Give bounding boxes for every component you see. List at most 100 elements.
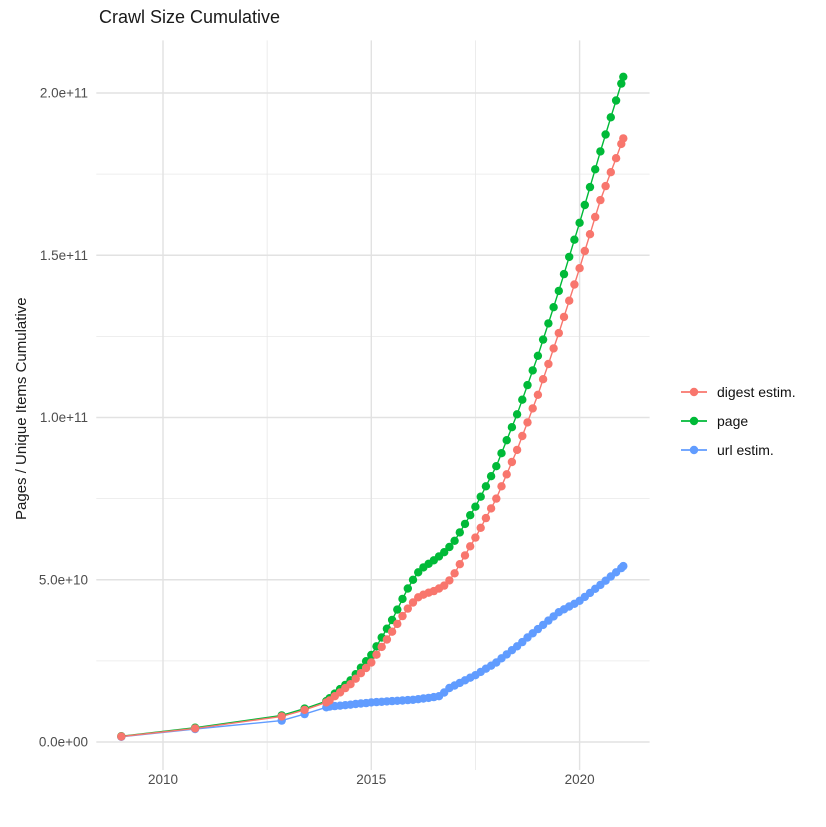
data-point xyxy=(351,674,360,683)
data-point xyxy=(361,663,371,673)
series-lines xyxy=(121,76,624,738)
data-point xyxy=(497,449,506,458)
data-point xyxy=(300,705,309,715)
data-point xyxy=(554,286,563,296)
x-axis-tick-labels: 2010 2015 2020 xyxy=(148,772,595,787)
data-point xyxy=(476,523,485,532)
x-tick-label: 2015 xyxy=(356,772,386,787)
data-point xyxy=(575,264,584,273)
data-point xyxy=(570,235,579,244)
data-point xyxy=(533,351,543,360)
data-point xyxy=(619,72,628,82)
data-point xyxy=(403,604,412,613)
data-point xyxy=(619,561,628,571)
x-tick-label: 2010 xyxy=(148,772,178,787)
data-point xyxy=(481,513,491,523)
data-point xyxy=(502,436,511,445)
data-point xyxy=(585,230,595,239)
gridlines-major xyxy=(96,40,650,770)
data-point xyxy=(619,134,628,143)
legend-label: digest estim. xyxy=(717,384,796,400)
data-point xyxy=(455,560,464,569)
data-point xyxy=(460,519,470,529)
y-tick-label: 2.0e+11 xyxy=(40,86,88,101)
series-point-group xyxy=(117,72,628,741)
data-point xyxy=(565,252,574,262)
legend-item: digest estim. xyxy=(681,384,796,400)
legend-key-point-icon xyxy=(689,445,699,455)
legend-label: url estim. xyxy=(717,442,774,458)
data-point xyxy=(382,635,392,644)
series-point-group xyxy=(117,561,628,741)
data-point xyxy=(549,303,558,312)
data-point xyxy=(596,147,605,156)
y-axis-title: Pages / Unique Items Cumulative xyxy=(13,297,30,520)
data-point xyxy=(377,642,386,652)
data-point xyxy=(466,511,475,520)
data-point xyxy=(507,457,517,467)
data-point xyxy=(611,96,621,105)
data-point xyxy=(367,658,376,667)
data-point xyxy=(476,492,485,501)
data-point xyxy=(398,611,407,621)
data-point xyxy=(591,212,600,222)
data-point xyxy=(440,548,449,557)
data-point xyxy=(445,576,454,585)
data-point xyxy=(554,328,563,338)
data-point xyxy=(387,627,397,636)
data-point xyxy=(460,551,470,560)
legend-key-point-icon xyxy=(689,387,699,397)
y-axis-tick-labels: 0.0e+00 5.0e+10 1.0e+11 1.5e+11 2.0e+11 xyxy=(39,86,88,750)
data-point xyxy=(518,431,527,441)
data-point xyxy=(528,366,537,375)
data-point xyxy=(408,575,418,584)
data-point xyxy=(502,470,511,479)
data-point xyxy=(606,168,615,177)
data-point xyxy=(538,375,548,384)
data-point xyxy=(570,280,579,289)
data-point xyxy=(544,359,553,369)
data-point xyxy=(559,312,569,322)
y-tick-label: 1.5e+11 xyxy=(40,248,88,263)
data-point xyxy=(580,246,589,256)
data-point xyxy=(512,410,522,419)
data-point xyxy=(486,504,496,513)
data-point xyxy=(346,680,355,689)
x-tick-label: 2020 xyxy=(565,772,595,787)
data-point xyxy=(512,445,522,455)
chart-title: Crawl Size Cumulative xyxy=(99,7,281,27)
series-points xyxy=(117,72,628,741)
data-point xyxy=(596,195,605,205)
data-point xyxy=(408,598,418,607)
data-point xyxy=(601,181,610,191)
data-point xyxy=(580,200,589,210)
data-point xyxy=(481,482,491,491)
data-point xyxy=(372,650,381,659)
data-point xyxy=(471,502,480,511)
data-point xyxy=(398,594,407,604)
data-point xyxy=(190,724,200,733)
legend-item: url estim. xyxy=(681,442,774,458)
data-point xyxy=(528,404,537,413)
data-point xyxy=(559,269,569,279)
data-point xyxy=(575,218,584,227)
series-point-group xyxy=(117,134,628,741)
data-point xyxy=(611,154,621,163)
legend-label: page xyxy=(717,413,748,429)
y-tick-label: 1.0e+11 xyxy=(40,410,88,425)
data-point xyxy=(601,130,610,139)
data-point xyxy=(544,319,553,328)
data-point xyxy=(393,619,402,629)
data-point xyxy=(617,79,626,88)
data-point xyxy=(523,418,532,427)
data-point xyxy=(117,732,126,741)
data-point xyxy=(507,423,517,432)
data-point xyxy=(518,395,527,404)
legend-item: page xyxy=(681,413,748,429)
data-point xyxy=(565,296,574,305)
data-point xyxy=(606,113,615,122)
data-point xyxy=(486,472,496,481)
data-point xyxy=(492,462,501,471)
